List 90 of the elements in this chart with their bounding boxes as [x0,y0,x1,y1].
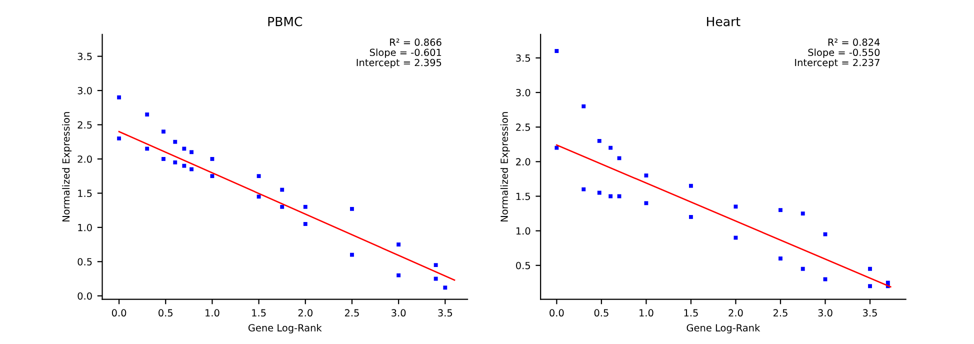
point [608,194,613,198]
point [597,138,602,143]
chart-title: Heart [707,16,740,26]
x-tick-label: 3.5 [863,309,877,317]
point [303,222,308,226]
point [190,167,194,172]
y-tick-label: 3.5 [516,54,530,62]
point [886,280,890,285]
point [868,284,872,288]
y-axis-title: Normalized Expression [500,112,510,222]
y-tick-label: 2.5 [78,121,92,129]
point [117,95,122,100]
point [689,184,693,188]
y-tick-label: 3.5 [78,52,92,60]
annotation: Slope = -0.550 [808,48,880,58]
annotation: Intercept = 2.237 [795,58,880,68]
x-axis-title: Gene Log-Rank [686,324,760,334]
x-tick-label: 3.5 [438,309,452,317]
point [173,160,178,164]
x-tick-label: 1.0 [640,309,654,317]
point [644,201,648,206]
y-tick-label: 0.0 [78,292,92,300]
point [554,146,559,150]
x-tick-label: 3.0 [818,309,832,317]
point [256,194,261,199]
point [210,157,214,161]
point [554,49,559,53]
annotation: R² = 0.866 [390,38,442,46]
y-tick-label: 1.0 [516,227,530,235]
point [597,190,602,195]
point [396,242,401,246]
point [582,104,586,108]
x-tick-label: 3.0 [392,309,406,317]
point [182,146,186,151]
x-tick-label: 1.0 [206,309,220,317]
point [190,150,194,154]
y-tick-label: 2.0 [78,155,92,163]
point [734,204,738,209]
point [617,156,622,160]
point [582,187,586,192]
y-tick-label: 0.5 [78,258,92,266]
y-tick-label: 2.0 [516,158,530,166]
y-tick-label: 1.5 [516,192,530,200]
x-tick-label: 2.0 [728,309,743,317]
annotation: Slope = -0.601 [370,48,442,58]
point [868,266,872,271]
point [443,286,448,290]
point [280,188,284,192]
point [800,266,805,271]
x-tick-label: 2.5 [344,309,359,317]
x-tick-label: 2.0 [298,309,312,317]
x-tick-label: 0.5 [594,309,608,317]
x-tick-label: 0.0 [550,309,564,317]
point [644,174,648,178]
y-tick-label: 3.0 [516,88,530,96]
y-tick-label: 0.5 [516,262,530,270]
x-tick-label: 2.5 [773,309,788,317]
point [162,157,166,161]
y-tick-label: 1.5 [78,190,92,198]
y-axis-title: Normalized Expression [62,112,72,222]
point [173,140,178,144]
point [162,130,166,134]
x-tick-label: 0.0 [112,309,126,317]
point [689,215,693,219]
point [800,212,805,216]
point [303,204,308,209]
point [350,252,354,257]
x-tick-label: 1.5 [252,309,266,317]
point [145,112,150,116]
point [182,164,186,168]
y-tick-label: 1.0 [78,224,92,232]
point [778,208,782,212]
chart-title: PBMC [268,16,302,26]
point [434,276,438,281]
x-tick-label: 0.5 [158,309,173,317]
point [778,256,782,260]
annotation: R² = 0.824 [828,38,880,46]
point [117,136,122,140]
point [608,146,613,150]
x-axis-title: Gene Log-Rank [248,324,322,334]
point [256,174,261,178]
annotation: Intercept = 2.395 [356,58,442,68]
point [434,263,438,268]
point [350,206,354,211]
point [145,146,150,151]
y-tick-label: 2.5 [516,124,530,131]
point [396,273,401,278]
x-tick-label: 1.5 [684,309,698,317]
point [280,204,284,209]
y-tick-label: 3.0 [78,87,92,94]
